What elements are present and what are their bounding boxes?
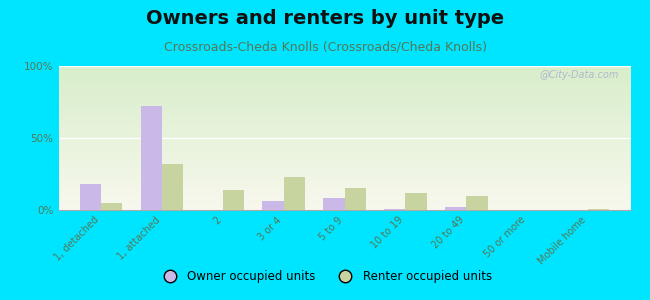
Text: Owners and renters by unit type: Owners and renters by unit type: [146, 9, 504, 28]
Bar: [466, 196, 488, 210]
Bar: [162, 164, 183, 210]
Bar: [283, 177, 305, 210]
Bar: [80, 184, 101, 210]
Bar: [588, 208, 609, 210]
Bar: [445, 207, 466, 210]
Bar: [323, 199, 345, 210]
Bar: [406, 193, 426, 210]
Text: @City-Data.com: @City-Data.com: [540, 70, 619, 80]
Legend: Owner occupied units, Renter occupied units: Owner occupied units, Renter occupied un…: [153, 266, 497, 288]
Bar: [140, 106, 162, 210]
Bar: [101, 203, 122, 210]
Bar: [344, 188, 366, 210]
Bar: [384, 208, 406, 210]
Text: Crossroads-Cheda Knolls (Crossroads/Cheda Knolls): Crossroads-Cheda Knolls (Crossroads/Ched…: [164, 40, 486, 53]
Bar: [223, 190, 244, 210]
Bar: [263, 201, 283, 210]
